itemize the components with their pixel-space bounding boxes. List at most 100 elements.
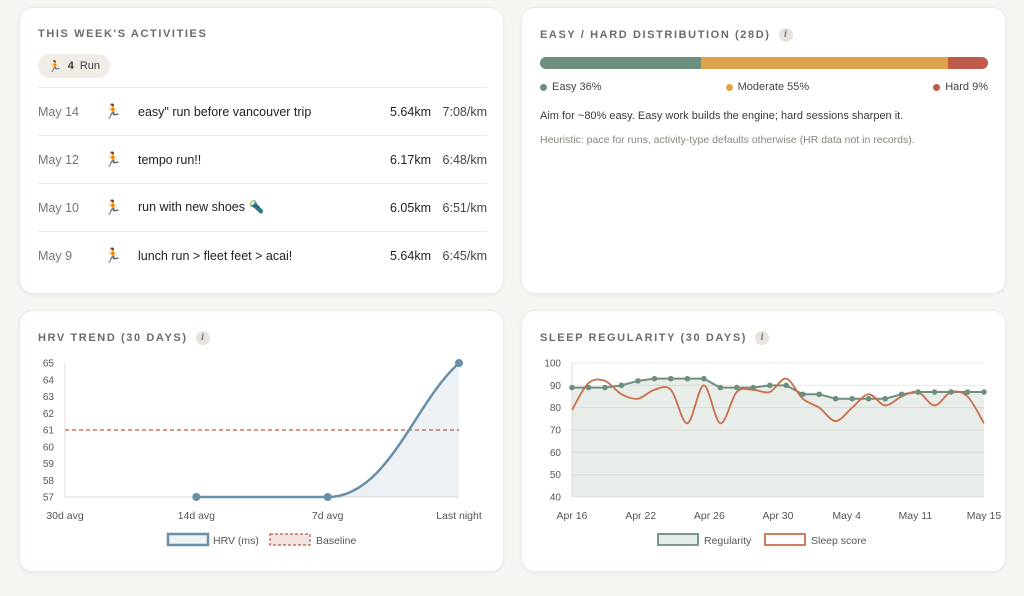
activity-pace: 7:08/km — [442, 104, 487, 119]
activity-name: tempo run!! — [138, 152, 202, 167]
regularity-point — [981, 389, 987, 395]
distribution-note: Heuristic: pace for runs, activity-type … — [540, 134, 915, 146]
y-tick-label: 100 — [544, 359, 561, 370]
x-tick-label: May 11 — [899, 510, 933, 522]
regularity-point — [898, 391, 905, 398]
list-item[interactable]: May 12 🏃 tempo run!! 6.17km 6:48/km — [38, 135, 487, 183]
y-tick-label: 62 — [43, 409, 55, 420]
list-item[interactable]: May 14 🏃 easy" run before vancouver trip… — [38, 87, 487, 135]
regularity-point — [766, 382, 773, 389]
sleep-chart: 40 50 60 70 80 90 100 Apr 16 Apr 22 Apr 26 Apr 30 M… — [544, 359, 1002, 548]
hard-segment — [947, 57, 988, 69]
hrv-point — [192, 493, 201, 501]
regularity-point — [602, 384, 608, 391]
legend-easy: Easy 36% — [540, 81, 602, 93]
distribution-legend: Easy 36% Moderate 55% Hard 9% — [540, 81, 988, 93]
hrv-area — [196, 363, 460, 497]
runner-icon: 🏃 — [104, 247, 122, 263]
info-icon[interactable]: i — [778, 28, 793, 42]
regularity-point — [865, 395, 872, 402]
activities-title: THIS WEEK'S ACTIVITIES — [38, 28, 208, 40]
legend-baseline-swatch — [269, 533, 311, 546]
regularity-point — [668, 375, 674, 382]
y-tick-label: 60 — [43, 442, 55, 453]
y-tick-label: 90 — [550, 381, 562, 392]
sleep-title-row: SLEEP REGULARITY (30 DAYS) i — [540, 331, 770, 345]
regularity-point — [684, 375, 691, 382]
sleep-card: SLEEP REGULARITY (30 DAYS) i 40 50 60 70 80 9… — [521, 310, 1006, 572]
activity-name: lunch run > fleet feet > acai! — [138, 248, 293, 263]
distribution-title: EASY / HARD DISTRIBUTION (28D) — [540, 29, 771, 41]
y-tick-label: 64 — [43, 375, 55, 386]
x-tick-label: Apr 16 — [557, 510, 588, 522]
regularity-point — [882, 395, 888, 402]
regularity-point — [964, 389, 971, 395]
easy-dot-icon — [540, 83, 547, 91]
legend-hard-label: Hard 9% — [945, 81, 988, 93]
runner-icon: 🏃 — [104, 151, 122, 167]
x-tick-label: 7d avg — [312, 510, 344, 522]
activity-date: May 10 — [38, 200, 79, 215]
activity-pace: 6:51/km — [442, 200, 487, 215]
legend-sleep-score-label: Sleep score — [811, 535, 867, 547]
regularity-point — [948, 389, 954, 395]
activity-distance: 5.64km — [390, 248, 431, 263]
easy-segment — [540, 57, 702, 69]
distribution-card: EASY / HARD DISTRIBUTION (28D) i Easy 36… — [521, 7, 1006, 294]
activity-distance: 6.17km — [390, 152, 431, 167]
sleep-title: SLEEP REGULARITY (30 DAYS) — [540, 332, 748, 344]
x-tick-label: Apr 26 — [694, 510, 725, 522]
runner-icon: 🏃 — [48, 60, 62, 73]
legend-sleep-score-swatch — [764, 533, 806, 546]
regularity-point — [585, 384, 592, 391]
y-tick-label: 40 — [550, 493, 562, 504]
moderate-dot-icon — [725, 83, 733, 91]
hard-dot-icon — [933, 83, 941, 91]
moderate-segment — [701, 57, 948, 69]
regularity-point — [816, 391, 822, 398]
hrv-line — [196, 362, 460, 499]
regularity-point — [915, 389, 921, 395]
activity-distance: 5.64km — [390, 104, 431, 119]
y-tick-label: 61 — [43, 426, 55, 437]
y-tick-label: 60 — [550, 448, 562, 459]
activities-card: THIS WEEK'S ACTIVITIES 🏃 4 Run May 14 🏃 … — [19, 7, 504, 294]
y-tick-label: 65 — [43, 359, 55, 370]
x-tick-label: Apr 30 — [763, 510, 794, 522]
runner-icon: 🏃 — [104, 103, 122, 119]
regularity-point — [849, 395, 855, 402]
distribution-advice: Aim for ~80% easy. Easy work builds the … — [540, 110, 904, 122]
legend-easy-label: Easy 36% — [552, 81, 602, 93]
legend-moderate: Moderate 55% — [725, 81, 809, 93]
regularity-point — [734, 384, 740, 391]
hrv-title-row: HRV TREND (30 DAYS) i — [38, 331, 210, 345]
activity-pace: 6:45/km — [442, 248, 487, 263]
list-item[interactable]: May 9 🏃 lunch run > fleet feet > acai! 5… — [38, 231, 487, 279]
x-tick-label: May 15 — [967, 510, 1002, 522]
regularity-point — [750, 384, 757, 391]
hrv-point — [455, 359, 463, 367]
distribution-bar — [540, 57, 988, 69]
regularity-point — [931, 389, 938, 395]
legend-baseline-label: Baseline — [316, 535, 356, 547]
regularity-point — [635, 378, 641, 384]
activity-type-chip[interactable]: 🏃 4 Run — [38, 54, 111, 78]
legend-regularity-label: Regularity — [704, 535, 752, 547]
hrv-title: HRV TREND (30 DAYS) — [38, 332, 188, 344]
chip-count: 4 — [67, 60, 74, 72]
info-icon[interactable]: i — [755, 331, 770, 345]
list-item[interactable]: May 10 🏃 run with new shoes 🔦 6.05km 6:5… — [38, 183, 487, 231]
activity-distance: 6.05km — [390, 200, 431, 215]
activity-date: May 14 — [38, 104, 79, 119]
activity-pace: 6:48/km — [442, 152, 487, 167]
y-tick-label: 58 — [43, 476, 55, 487]
y-tick-label: 63 — [43, 392, 55, 403]
regularity-point — [701, 375, 707, 382]
y-tick-label: 59 — [43, 459, 55, 470]
regularity-point — [783, 382, 790, 389]
x-tick-label: May 4 — [832, 510, 861, 522]
activity-date: May 12 — [38, 152, 79, 167]
y-tick-label: 80 — [550, 403, 562, 414]
info-icon[interactable]: i — [195, 331, 210, 345]
regularity-area — [572, 378, 984, 497]
